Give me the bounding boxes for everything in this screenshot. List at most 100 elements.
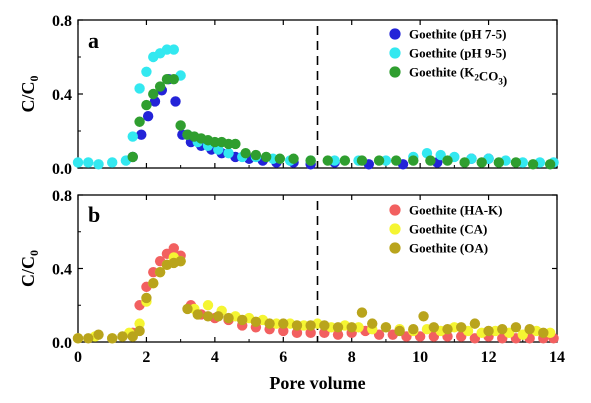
data-point: [390, 155, 402, 166]
data-point: [237, 314, 248, 326]
data-point: [278, 318, 289, 329]
legend-label: Goethite (K2CO3): [409, 65, 507, 88]
legend-marker: [389, 223, 401, 235]
data-point: [141, 292, 152, 304]
data-point: [168, 243, 179, 254]
data-point: [483, 325, 494, 337]
data-point: [127, 151, 138, 163]
data-point: [305, 320, 316, 331]
data-point: [141, 99, 152, 111]
data-point: [527, 159, 539, 170]
x-tick-label: 12: [481, 349, 497, 366]
x-tick-label: 10: [412, 349, 428, 366]
data-point: [202, 300, 214, 311]
data-point: [544, 159, 556, 170]
y-tick-label: 0.0: [52, 161, 72, 178]
y-tick-label: 0.8: [52, 188, 72, 205]
panel-letter: b: [88, 202, 100, 227]
data-point: [278, 325, 289, 337]
data-point: [332, 329, 344, 340]
data-point: [182, 303, 193, 315]
data-point: [524, 323, 535, 335]
data-point: [305, 155, 316, 166]
data-point: [291, 320, 303, 331]
data-point: [442, 155, 453, 166]
data-point: [202, 311, 214, 322]
legend-marker: [389, 242, 401, 254]
data-point: [154, 81, 166, 92]
panel-letter: a: [88, 28, 99, 53]
data-point: [305, 327, 316, 339]
data-point: [175, 255, 186, 267]
data-point: [175, 120, 186, 131]
data-point: [442, 323, 453, 335]
data-point: [192, 309, 203, 320]
legend-marker: [389, 204, 401, 216]
y-tick-label: 0.0: [52, 335, 72, 352]
data-point: [148, 88, 159, 100]
data-point: [134, 325, 145, 337]
x-tick-label: 14: [549, 349, 565, 366]
data-point: [223, 148, 234, 159]
x-tick-label: 4: [211, 349, 219, 366]
data-point: [274, 153, 286, 164]
data-point: [107, 157, 118, 168]
data-point: [83, 333, 94, 344]
data-point: [264, 318, 275, 329]
legend-label: Goethite (HA-K): [409, 203, 503, 218]
data-point: [93, 329, 104, 340]
data-point: [367, 318, 378, 329]
data-point: [510, 322, 522, 333]
data-point: [72, 333, 84, 344]
data-point: [497, 323, 508, 335]
data-point: [168, 44, 179, 55]
data-point: [380, 322, 392, 333]
data-point: [136, 129, 147, 140]
data-point: [213, 311, 224, 322]
data-point: [141, 66, 152, 78]
data-point: [428, 322, 440, 333]
data-point: [288, 153, 299, 164]
data-point: [134, 83, 145, 94]
legend-marker: [389, 66, 401, 78]
data-point: [230, 138, 241, 150]
data-point: [117, 331, 128, 342]
legend-label: Goethite (OA): [409, 241, 488, 256]
data-point: [459, 157, 470, 168]
data-point: [83, 157, 94, 168]
data-point: [476, 157, 487, 168]
data-point: [168, 74, 179, 85]
data-point: [250, 316, 262, 327]
y-tick-label: 0.4: [52, 262, 72, 279]
data-point: [510, 157, 522, 168]
y-tick-label: 0.8: [52, 13, 72, 30]
legend-label: Goethite (pH 9-5): [409, 46, 506, 61]
series-2: [127, 74, 556, 170]
data-point: [72, 157, 84, 168]
data-point: [250, 149, 262, 161]
data-point: [134, 116, 145, 127]
panel-a: 0.0 0.4 0.8 C/C0 a Goethite (pH 7-5) Goethite …: [18, 13, 559, 178]
data-point: [394, 325, 405, 337]
data-point: [223, 312, 234, 324]
x-axis-title: Pore volume: [269, 373, 365, 393]
x-tick-label: 8: [348, 349, 356, 366]
panel-b: 0 2 4 6 8 10 12 14 0.0 0.4 0.8 C/C0 Pore volume b Goet…: [18, 188, 565, 393]
data-point: [425, 155, 436, 166]
y-axis-title: C/C0: [18, 250, 41, 287]
data-point: [170, 96, 181, 107]
data-point: [493, 157, 505, 168]
legend-label: Goethite (CA): [409, 222, 487, 237]
legend-marker: [389, 47, 401, 59]
data-point: [134, 318, 145, 329]
data-point: [240, 148, 251, 159]
data-point: [339, 155, 351, 166]
data-point: [538, 327, 549, 339]
data-point: [418, 311, 429, 322]
data-point: [456, 322, 467, 333]
data-point: [148, 278, 159, 289]
x-tick-label: 6: [279, 349, 287, 366]
data-point: [260, 151, 272, 163]
x-tick-label: 2: [142, 349, 150, 366]
